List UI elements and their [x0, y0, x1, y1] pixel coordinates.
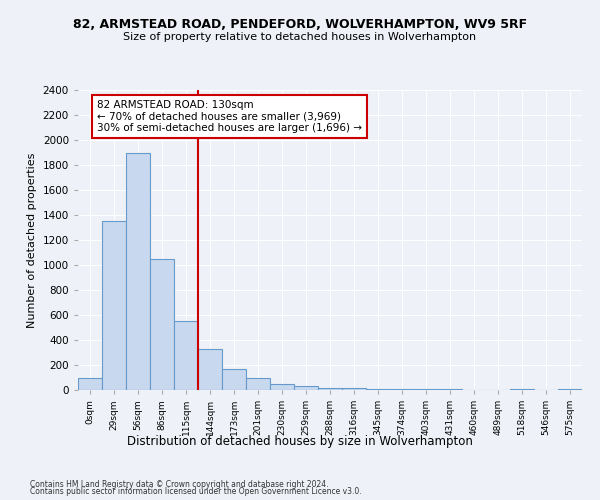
- Bar: [342, 388, 366, 390]
- Text: 82 ARMSTEAD ROAD: 130sqm
← 70% of detached houses are smaller (3,969)
30% of sem: 82 ARMSTEAD ROAD: 130sqm ← 70% of detach…: [97, 100, 362, 133]
- Text: Size of property relative to detached houses in Wolverhampton: Size of property relative to detached ho…: [124, 32, 476, 42]
- Bar: [126, 152, 150, 390]
- Y-axis label: Number of detached properties: Number of detached properties: [27, 152, 37, 328]
- Bar: [198, 349, 222, 390]
- Bar: [78, 378, 102, 390]
- Bar: [318, 388, 342, 390]
- Bar: [246, 378, 270, 390]
- Text: Distribution of detached houses by size in Wolverhampton: Distribution of detached houses by size …: [127, 435, 473, 448]
- Bar: [174, 322, 198, 390]
- Bar: [294, 386, 318, 390]
- Text: 82, ARMSTEAD ROAD, PENDEFORD, WOLVERHAMPTON, WV9 5RF: 82, ARMSTEAD ROAD, PENDEFORD, WOLVERHAMP…: [73, 18, 527, 30]
- Text: Contains HM Land Registry data © Crown copyright and database right 2024.: Contains HM Land Registry data © Crown c…: [30, 480, 329, 489]
- Bar: [222, 370, 246, 390]
- Bar: [150, 259, 174, 390]
- Bar: [270, 384, 294, 390]
- Text: Contains public sector information licensed under the Open Government Licence v3: Contains public sector information licen…: [30, 488, 362, 496]
- Bar: [102, 221, 126, 390]
